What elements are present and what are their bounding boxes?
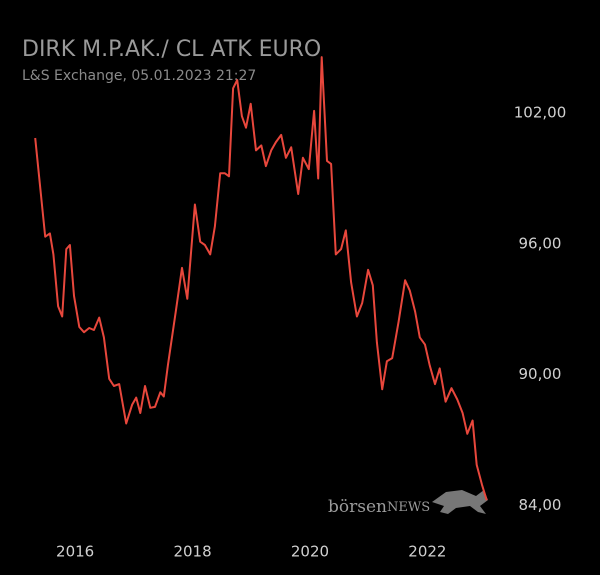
chart-title: DIRK M.P.AK./ CL ATK EURO bbox=[22, 37, 321, 62]
watermark-text: börsenNEWS bbox=[328, 497, 430, 517]
price-line bbox=[34, 56, 488, 501]
chart-subtitle: L&S Exchange, 05.01.2023 21:27 bbox=[22, 68, 256, 84]
x-tick-label: 2020 bbox=[291, 543, 329, 561]
x-tick-label: 2016 bbox=[56, 543, 94, 561]
y-tick-label: 84,00 bbox=[519, 496, 562, 514]
bull-icon bbox=[432, 490, 488, 514]
y-tick-label: 96,00 bbox=[519, 234, 562, 252]
watermark: börsenNEWS bbox=[328, 490, 488, 517]
watermark-brand: börsen bbox=[328, 497, 387, 517]
x-tick-label: 2018 bbox=[173, 543, 211, 561]
x-tick-label: 2022 bbox=[408, 543, 446, 561]
y-tick-label: 102,00 bbox=[514, 104, 567, 122]
y-tick-label: 90,00 bbox=[519, 365, 562, 383]
watermark-suffix: NEWS bbox=[387, 500, 430, 515]
